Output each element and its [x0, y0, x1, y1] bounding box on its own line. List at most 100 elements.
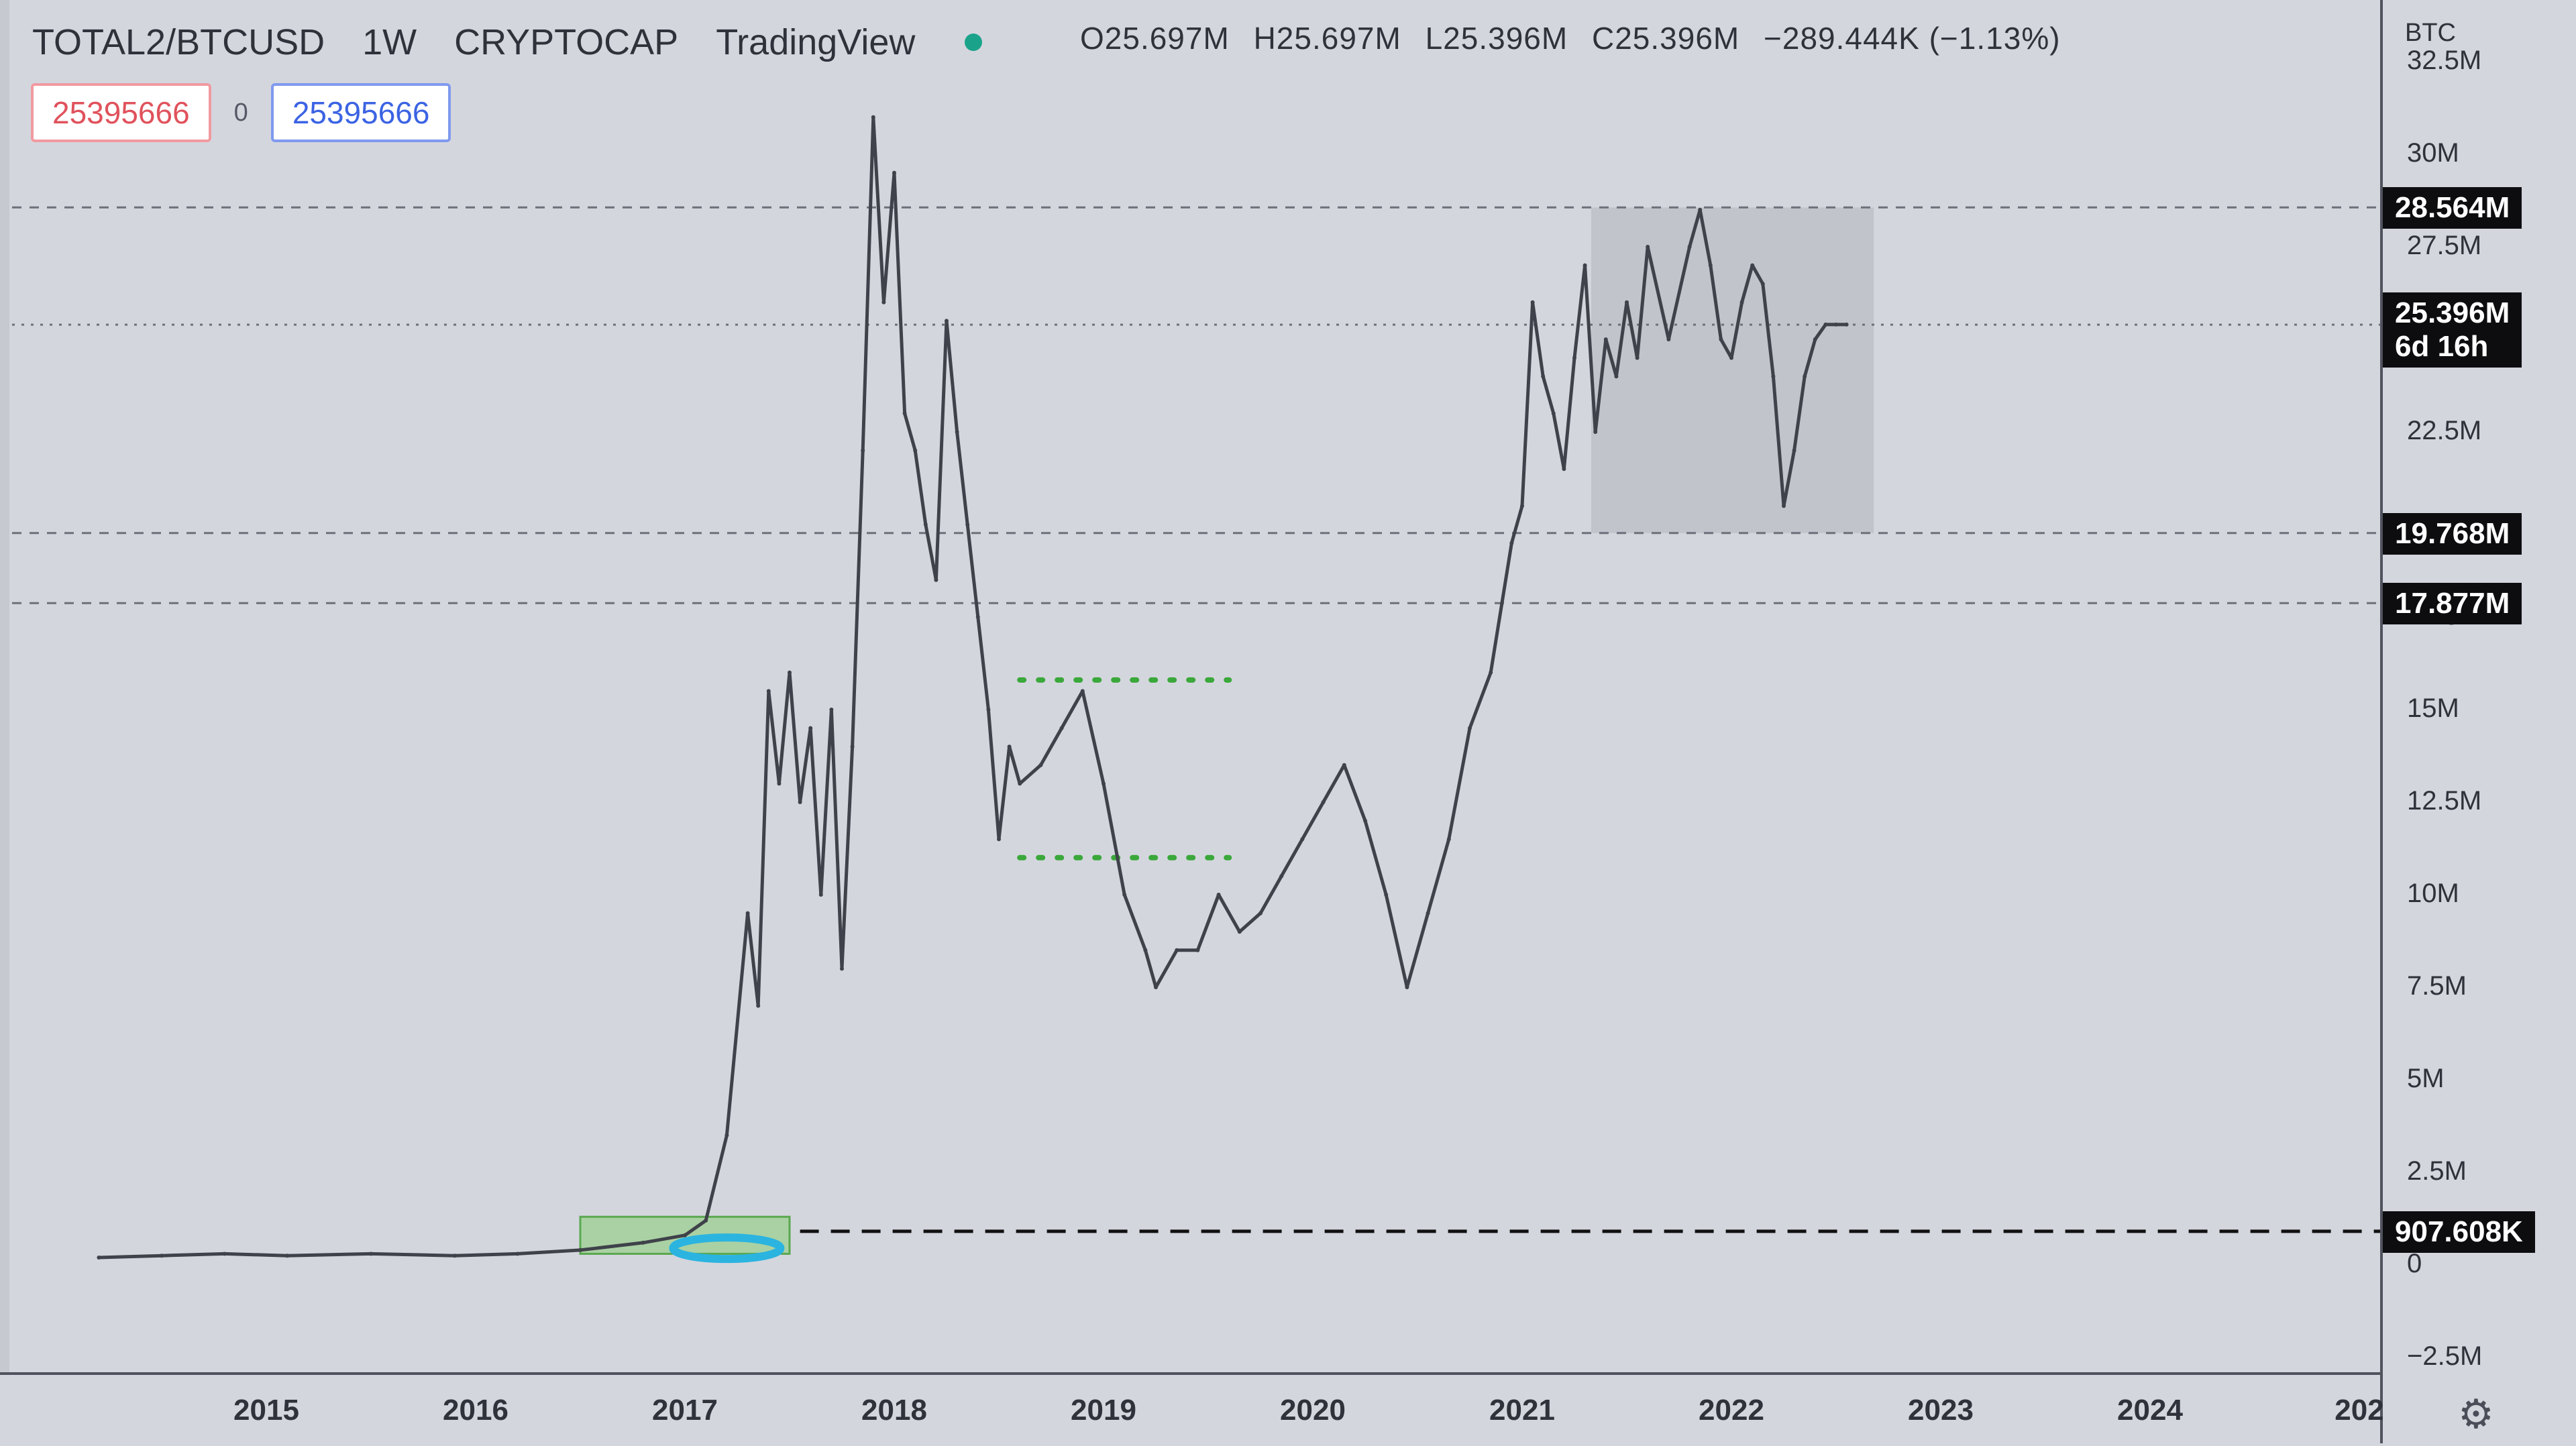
price-point [1279, 874, 1284, 879]
time-tick: 2020 [1280, 1394, 1346, 1427]
price-point [1698, 207, 1703, 212]
price-point [1530, 300, 1535, 304]
price-label-value: 17.877M [2395, 587, 2510, 620]
price-point [285, 1254, 290, 1258]
price-point [1520, 504, 1524, 508]
price-point [578, 1247, 582, 1252]
price-point [1258, 911, 1263, 915]
price-chart[interactable] [0, 0, 2380, 1372]
price-label[interactable]: 907.608K [2383, 1211, 2535, 1253]
price-point [840, 966, 844, 971]
price-point [986, 708, 991, 712]
time-tick: 2019 [1071, 1394, 1136, 1427]
price-point [1708, 263, 1713, 268]
chart-header: TOTAL2/BTCUSD 1W CRYPTOCAP TradingView [32, 12, 983, 72]
price-tick: 10M [2407, 879, 2459, 908]
price-point [1216, 893, 1221, 897]
ohlc-open: O25.697M [1080, 21, 1230, 56]
price-tick: 5M [2407, 1064, 2445, 1093]
price-point [945, 319, 949, 323]
price-point [1321, 800, 1326, 804]
price-point [861, 448, 865, 453]
price-label-value: 19.768M [2395, 516, 2510, 550]
price-point [913, 448, 918, 453]
price-point [934, 577, 938, 582]
price-point [1509, 541, 1514, 545]
price-point [452, 1254, 457, 1258]
price-point [369, 1252, 373, 1256]
time-tick: 2017 [652, 1394, 718, 1427]
time-tick: 2023 [1908, 1394, 1974, 1427]
time-tick: 2022 [1699, 1394, 1764, 1427]
price-tick: 32.5M [2407, 46, 2482, 75]
price-point [756, 1003, 761, 1008]
price-point [1635, 355, 1640, 360]
price-label-value: 25.396M [2395, 296, 2510, 330]
price-tick: 0 [2407, 1249, 2422, 1278]
ohlc-high: H25.697M [1253, 21, 1401, 56]
price-point [1813, 337, 1817, 341]
price-label[interactable]: 17.877M [2383, 583, 2522, 625]
price-point [955, 430, 959, 434]
price-point [1038, 763, 1043, 767]
price-label[interactable]: 25.396M 6d 16h [2383, 292, 2522, 368]
gear-icon[interactable]: ⚙ [2458, 1392, 2494, 1437]
price-tick: −2.5M [2407, 1341, 2483, 1371]
time-tick: 2021 [1489, 1394, 1555, 1427]
price-axis[interactable] [2380, 0, 2576, 1443]
price-point [97, 1255, 101, 1260]
price-point [1750, 263, 1755, 268]
price-series-line [99, 115, 1847, 1260]
price-point [1384, 893, 1389, 897]
price-point [1018, 781, 1022, 786]
price-point [1719, 337, 1723, 341]
price-point [1080, 689, 1085, 693]
price-point [1342, 763, 1346, 767]
price-tick: 7.5M [2407, 971, 2467, 1001]
symbol-label[interactable]: TOTAL2/BTCUSD [32, 22, 325, 62]
ohlc-legend: O25.697M H25.697M L25.396M C25.396M −289… [1080, 20, 2076, 56]
time-tick: 2024 [2117, 1394, 2183, 1427]
ohlc-low: L25.396M [1425, 21, 1568, 56]
price-point [1551, 411, 1556, 416]
price-point [1489, 670, 1493, 675]
price-point [1792, 448, 1796, 453]
price-tick: 2.5M [2407, 1156, 2467, 1186]
left-toolbar-edge [0, 0, 9, 1443]
price-point [798, 800, 802, 804]
time-tick: 2018 [861, 1394, 927, 1427]
price-point [1687, 245, 1692, 249]
price-point [997, 837, 1001, 842]
time-tick: 202 [2334, 1394, 2384, 1427]
sell-button[interactable]: 25395666 [31, 83, 211, 142]
price-point [818, 893, 823, 897]
price-point [1363, 818, 1367, 823]
price-point [850, 744, 855, 749]
breakout-circle [669, 1233, 785, 1264]
price-point [1007, 744, 1012, 749]
ohlc-change: −289.444K (−1.13%) [1764, 21, 2061, 56]
price-point [1666, 337, 1671, 341]
price-point [1760, 282, 1765, 286]
time-axis[interactable] [0, 1372, 2380, 1446]
price-point [1771, 374, 1776, 379]
spread-value: 0 [233, 98, 248, 127]
price-point [1834, 322, 1838, 327]
price-label[interactable]: 19.768M [2383, 512, 2522, 555]
price-label[interactable]: 28.564M [2383, 187, 2522, 229]
interval-label[interactable]: 1W [362, 22, 417, 62]
price-label-value: 907.608K [2395, 1215, 2523, 1248]
price-point [902, 411, 907, 416]
price-point [881, 300, 886, 304]
price-label-countdown: 6d 16h [2395, 330, 2489, 364]
price-point [1625, 300, 1629, 304]
order-panel: 25395666 0 25395666 [31, 83, 451, 142]
price-point [1154, 985, 1158, 989]
buy-button[interactable]: 25395666 [270, 83, 451, 142]
price-point [1782, 504, 1786, 508]
exchange-label: CRYPTOCAP [454, 22, 679, 62]
price-point [222, 1252, 227, 1256]
price-point [1122, 893, 1127, 897]
price-point [975, 615, 980, 619]
price-tick: 27.5M [2407, 231, 2482, 260]
